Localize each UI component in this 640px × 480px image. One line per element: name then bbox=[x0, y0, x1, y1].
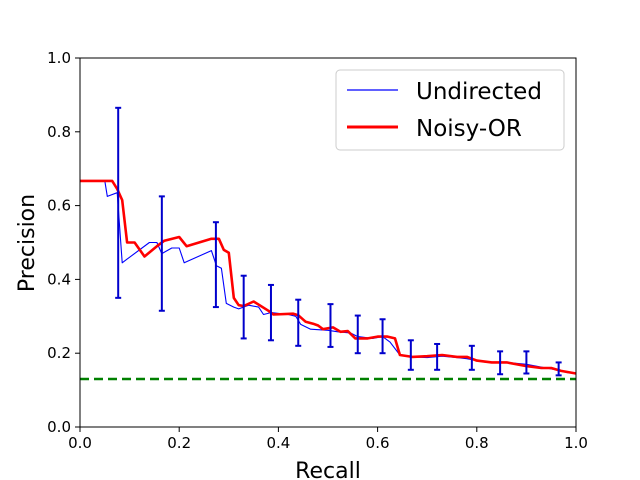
error-bar bbox=[158, 195, 165, 312]
x-tick-label: 0.2 bbox=[167, 434, 191, 452]
error-bar bbox=[379, 318, 386, 355]
plot-frame bbox=[79, 57, 577, 428]
x-axis-label: Recall bbox=[295, 459, 361, 480]
error-bar bbox=[115, 106, 122, 299]
error-bar bbox=[523, 350, 530, 375]
y-tick-label: 0.6 bbox=[47, 197, 71, 215]
errorbar-layer bbox=[115, 106, 562, 377]
y-tick-label: 0.8 bbox=[47, 123, 71, 141]
error-bar bbox=[327, 303, 334, 348]
x-tick-label: 0.4 bbox=[266, 434, 290, 452]
series-layer bbox=[80, 179, 577, 375]
legend: Undirected Noisy-OR bbox=[335, 69, 565, 151]
legend-label-noisy-or: Noisy-OR bbox=[416, 116, 522, 142]
y-tick-label: 1.0 bbox=[47, 49, 71, 67]
y-axis-label: Precision bbox=[15, 194, 40, 292]
x-tick-label: 0.8 bbox=[465, 434, 489, 452]
x-tick-label: 0.6 bbox=[366, 434, 390, 452]
error-bar bbox=[434, 342, 441, 371]
error-bar bbox=[555, 361, 562, 377]
error-bar bbox=[295, 298, 302, 347]
error-bar bbox=[468, 344, 475, 371]
x-tick-label: 1.0 bbox=[564, 434, 588, 452]
y-tick-label: 0.0 bbox=[47, 418, 71, 436]
y-tick-label: 0.2 bbox=[47, 344, 71, 362]
y-tick-label: 0.4 bbox=[47, 270, 71, 288]
error-bar bbox=[267, 283, 274, 342]
error-bar bbox=[212, 221, 219, 309]
series-line-noisy-or bbox=[80, 179, 577, 375]
error-bar bbox=[354, 314, 361, 355]
error-bar bbox=[240, 274, 247, 340]
legend-label-undirected: Undirected bbox=[416, 79, 542, 105]
tick-layer: 0.0 0.2 0.4 0.6 0.8 1.0 0.0 0.2 0.4 0.6 0.8 1.0 bbox=[47, 49, 588, 452]
error-bar bbox=[407, 339, 414, 371]
error-bar bbox=[497, 350, 504, 376]
x-tick-label: 0.0 bbox=[68, 434, 92, 452]
